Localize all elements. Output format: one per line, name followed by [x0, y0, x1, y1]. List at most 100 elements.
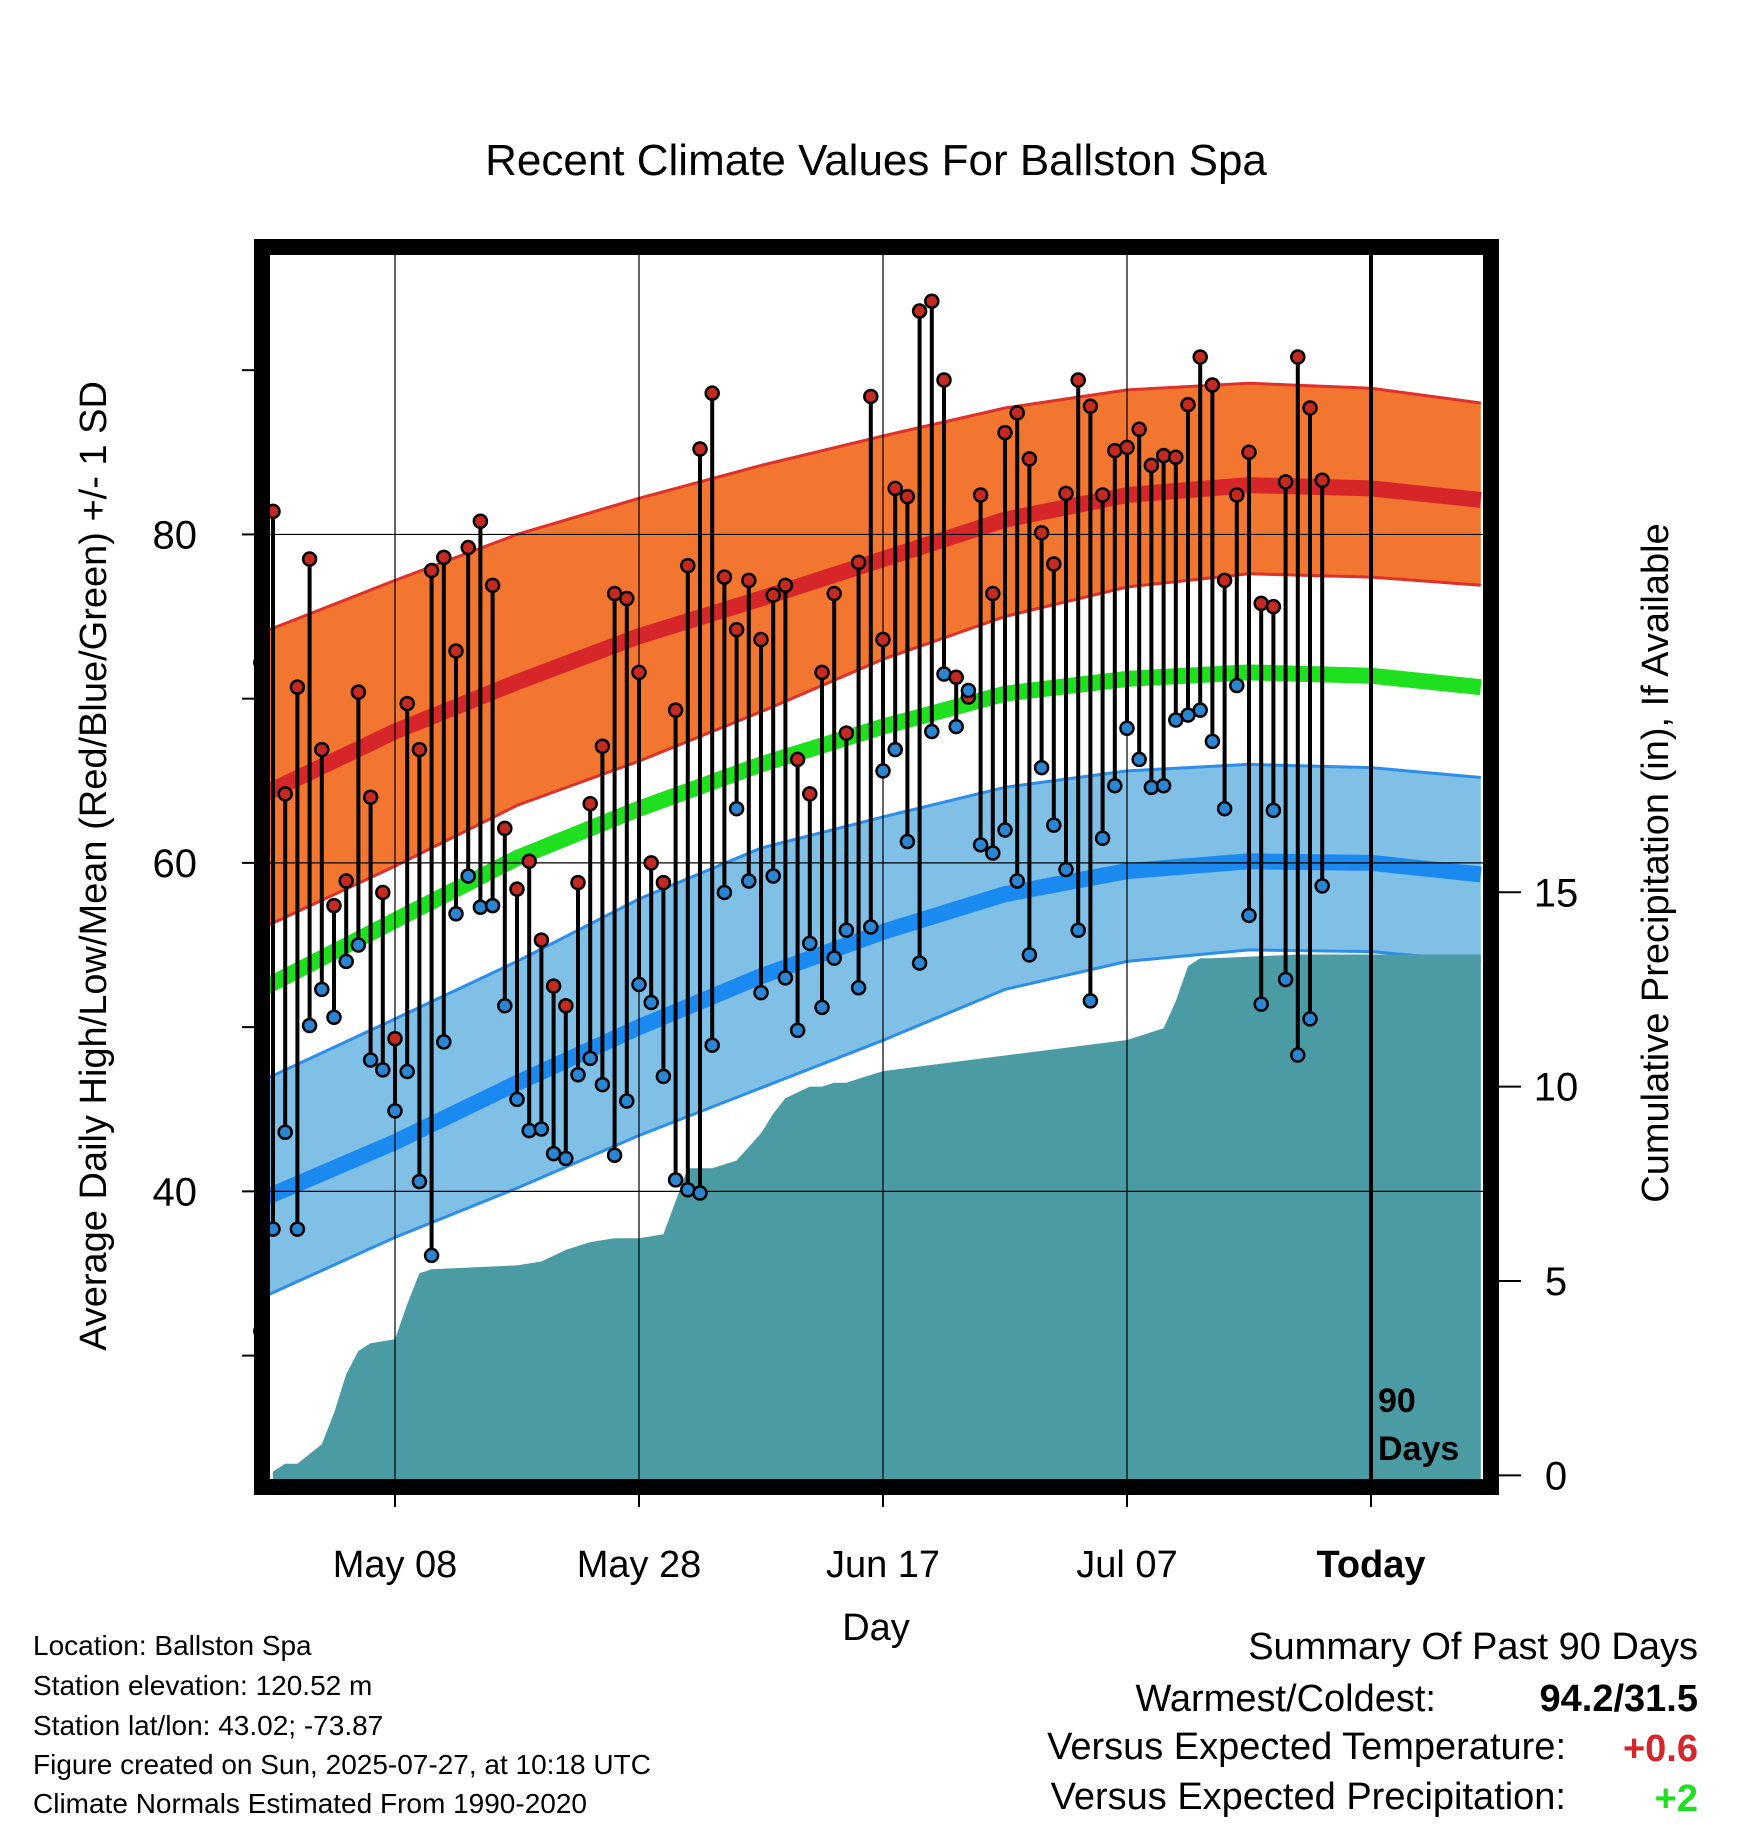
high-marker — [826, 585, 842, 602]
x-tick-label: Today — [1316, 1544, 1425, 1586]
high-marker — [1168, 449, 1184, 465]
low-marker — [887, 741, 903, 758]
high-marker — [789, 751, 806, 768]
high-marker — [1143, 457, 1160, 474]
summary-title: Summary Of Past 90 Days — [1248, 1626, 1698, 1668]
high-marker — [863, 388, 879, 405]
high-marker — [936, 372, 952, 388]
info-elevation: Station elevation: 120.52 m — [33, 1670, 373, 1701]
low-marker — [1192, 702, 1208, 718]
high-marker — [1119, 439, 1135, 456]
high-marker — [277, 786, 293, 802]
low-marker — [1277, 971, 1294, 988]
high-marker — [985, 585, 1001, 602]
low-marker — [802, 935, 818, 952]
low-marker — [1058, 861, 1074, 878]
low-marker — [1302, 1011, 1318, 1027]
y-right-tick-label: 15 — [1534, 871, 1579, 915]
low-marker — [875, 763, 891, 779]
low-marker — [631, 976, 647, 993]
low-marker — [606, 1147, 623, 1163]
low-marker — [375, 1062, 391, 1078]
y-left-tick-label: 40 — [153, 1170, 198, 1214]
y-right-tick-label: 5 — [1545, 1260, 1567, 1304]
low-marker — [692, 1185, 708, 1201]
high-marker — [1070, 372, 1086, 388]
y-left-tick-label: 60 — [153, 842, 198, 886]
low-marker — [643, 994, 659, 1011]
high-marker — [1265, 598, 1282, 615]
high-marker — [1241, 444, 1257, 461]
high-marker — [545, 978, 562, 994]
y-axis-label-left: Average Daily High/Low/Mean (Red/Blue/Gr… — [73, 381, 115, 1351]
low-marker — [411, 1173, 428, 1190]
high-marker — [448, 643, 464, 659]
low-marker — [619, 1093, 635, 1109]
high-marker — [521, 853, 537, 870]
high-marker — [411, 741, 428, 758]
high-marker — [362, 789, 379, 805]
low-marker — [484, 897, 501, 914]
temp-vs-expected-label: Versus Expected Temperature: — [1047, 1726, 1566, 1768]
high-marker — [972, 487, 989, 503]
x-axis-label: Day — [842, 1607, 910, 1649]
warm-cold-label: Warmest/Coldest: — [1135, 1678, 1436, 1720]
high-marker — [802, 786, 818, 802]
high-marker — [643, 855, 659, 871]
high-marker — [655, 874, 672, 891]
low-marker — [1033, 759, 1050, 776]
low-marker — [655, 1068, 672, 1085]
low-marker — [985, 845, 1001, 861]
low-marker — [326, 1009, 342, 1026]
high-marker — [887, 480, 903, 497]
high-marker — [1009, 405, 1025, 421]
low-marker — [570, 1067, 586, 1083]
low-marker — [826, 950, 842, 966]
low-marker — [338, 953, 354, 970]
high-marker — [911, 303, 928, 319]
low-marker — [680, 1181, 696, 1198]
high-marker — [1107, 442, 1123, 459]
low-marker — [1070, 922, 1086, 938]
high-marker — [1302, 400, 1318, 416]
y-right-tick-label: 10 — [1534, 1066, 1579, 1110]
low-marker — [765, 868, 781, 884]
high-marker — [1046, 556, 1062, 572]
low-marker — [1204, 733, 1221, 750]
low-marker — [289, 1221, 306, 1237]
high-marker — [509, 881, 525, 897]
low-marker — [838, 922, 855, 938]
low-marker — [948, 718, 964, 735]
x-tick-label: May 08 — [333, 1544, 458, 1586]
high-marker — [631, 664, 647, 681]
high-marker — [741, 572, 757, 589]
low-marker — [1290, 1047, 1306, 1063]
high-marker — [1229, 487, 1245, 503]
low-marker — [1143, 779, 1160, 796]
low-marker — [1155, 777, 1172, 794]
high-marker — [716, 569, 733, 585]
low-marker — [899, 833, 916, 850]
low-marker — [448, 906, 464, 922]
low-marker — [1229, 677, 1245, 694]
high-marker — [1082, 398, 1099, 415]
low-marker — [1107, 777, 1123, 794]
high-marker — [423, 562, 440, 579]
high-marker — [765, 587, 781, 603]
low-marker — [1131, 751, 1147, 768]
high-marker — [1155, 447, 1172, 464]
precip-vs-expected-value: +2 — [1654, 1778, 1698, 1820]
high-marker — [338, 873, 354, 889]
x-tick-label: Jun 17 — [826, 1544, 940, 1586]
high-marker — [375, 884, 391, 901]
high-marker — [777, 577, 794, 594]
high-marker — [497, 820, 513, 837]
high-marker — [1131, 421, 1147, 438]
high-marker — [728, 621, 745, 638]
high-marker — [704, 385, 720, 401]
high-marker — [1192, 349, 1208, 365]
info-latlon: Station lat/lon: 43.02; -73.87 — [33, 1710, 384, 1741]
precipitation-area — [273, 954, 1481, 1487]
low-marker — [350, 937, 367, 953]
high-marker — [460, 539, 476, 556]
